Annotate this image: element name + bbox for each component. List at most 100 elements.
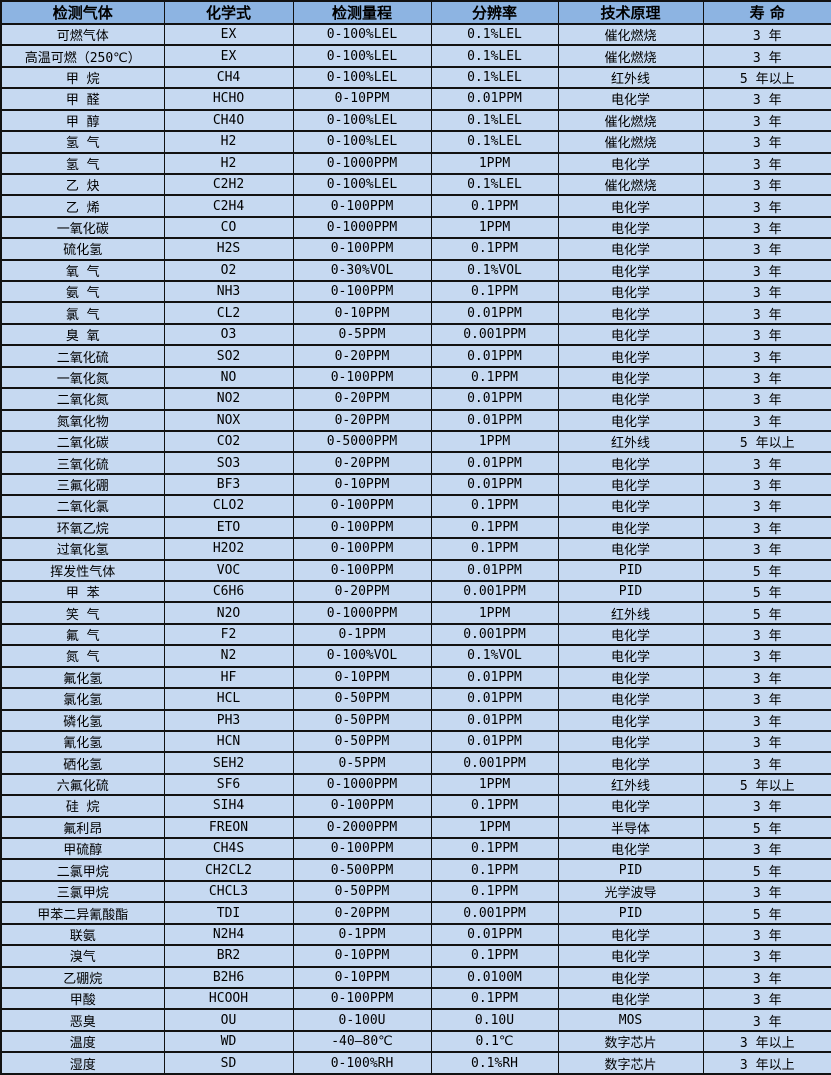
- lifespan-cell: 3 年: [702, 751, 831, 775]
- formula-cell: SO3: [163, 451, 294, 475]
- table-row: 甲 醛 HCHO 0-10PPM 0.01PPM 电化学 3 年: [0, 87, 831, 111]
- formula-cell: SF6: [163, 772, 294, 797]
- resolution-cell: 0.01PPM: [430, 472, 559, 497]
- table-row: 乙硼烷 B2H6 0-10PPM 0.0100M 电化学 3 年: [0, 965, 831, 990]
- gas-name-cell: 可燃气体: [0, 22, 165, 47]
- principle-cell: 电化学: [557, 237, 704, 261]
- formula-cell: N2: [163, 644, 294, 668]
- table-row: 二氧化碳 CO2 0-5000PPM 1PPM 红外线 5 年以上: [0, 429, 831, 454]
- principle-cell: 催化燃烧: [557, 172, 704, 197]
- formula-cell: HF: [163, 665, 294, 690]
- table-row: 氟 气 F2 0-1PPM 0.001PPM 电化学 3 年: [0, 622, 831, 647]
- table-row: 甲 苯 C6H6 0-20PPM 0.001PPM PID 5 年: [0, 579, 831, 604]
- resolution-cell: 0.1%VOL: [430, 258, 559, 283]
- resolution-cell: 0.001PPM: [430, 751, 559, 775]
- formula-cell: C2H2: [163, 172, 294, 197]
- resolution-cell: 0.10U: [430, 1008, 559, 1032]
- lifespan-cell: 5 年: [702, 579, 831, 604]
- formula-cell: H2: [163, 130, 294, 154]
- gas-name-cell: 氢 气: [0, 151, 165, 175]
- principle-cell: PID: [557, 558, 704, 582]
- gas-name-cell: 氯 气: [0, 301, 165, 325]
- resolution-cell: 0.01PPM: [430, 408, 559, 433]
- table-row: 湿度 SD 0-100%RH 0.1%RH 数字芯片 3 年以上: [0, 1051, 831, 1075]
- principle-cell: 电化学: [557, 729, 704, 754]
- resolution-cell: 1PPM: [430, 601, 559, 625]
- lifespan-cell: 3 年: [702, 172, 831, 197]
- resolution-cell: 0.001PPM: [430, 622, 559, 647]
- resolution-cell: 0.1℃: [430, 1029, 559, 1054]
- gas-name-cell: 甲 醇: [0, 108, 165, 133]
- principle-cell: 催化燃烧: [557, 130, 704, 154]
- principle-cell: 电化学: [557, 258, 704, 283]
- principle-cell: 电化学: [557, 537, 704, 561]
- resolution-cell: 0.1%LEL: [430, 130, 559, 154]
- formula-cell: SD: [163, 1051, 294, 1075]
- gas-name-cell: 三氟化硼: [0, 472, 165, 497]
- principle-cell: 电化学: [557, 365, 704, 390]
- gas-name-cell: 六氟化硫: [0, 772, 165, 797]
- principle-cell: 催化燃烧: [557, 22, 704, 47]
- principle-cell: 红外线: [557, 772, 704, 797]
- principle-cell: 电化学: [557, 622, 704, 647]
- lifespan-cell: 5 年以上: [702, 772, 831, 797]
- lifespan-cell: 5 年: [702, 601, 831, 625]
- table-row: 氧 气 O2 0-30%VOL 0.1%VOL 电化学 3 年: [0, 258, 831, 283]
- lifespan-cell: 3 年: [702, 708, 831, 732]
- range-cell: 0-100PPM: [292, 194, 432, 218]
- table-row: 磷化氢 PH3 0-50PPM 0.01PPM 电化学 3 年: [0, 708, 831, 732]
- resolution-cell: 0.1PPM: [430, 237, 559, 261]
- table-row: 氟化氢 HF 0-10PPM 0.01PPM 电化学 3 年: [0, 665, 831, 690]
- formula-cell: N2O: [163, 601, 294, 625]
- formula-cell: BR2: [163, 944, 294, 968]
- resolution-cell: 0.1PPM: [430, 944, 559, 968]
- resolution-cell: 0.1PPM: [430, 515, 559, 540]
- range-cell: 0-10PPM: [292, 944, 432, 968]
- resolution-cell: 0.1PPM: [430, 837, 559, 861]
- gas-name-cell: 二氧化硫: [0, 344, 165, 368]
- lifespan-cell: 3 年: [702, 322, 831, 347]
- formula-cell: NO: [163, 365, 294, 390]
- table-row: 氯 气 CL2 0-10PPM 0.01PPM 电化学 3 年: [0, 301, 831, 325]
- principle-cell: 数字芯片: [557, 1029, 704, 1054]
- col-header-range: 检测量程: [292, 0, 432, 25]
- lifespan-cell: 3 年: [702, 622, 831, 647]
- lifespan-cell: 3 年: [702, 344, 831, 368]
- gas-name-cell: 一氧化碳: [0, 215, 165, 240]
- range-cell: 0-1000PPM: [292, 151, 432, 175]
- principle-cell: 电化学: [557, 794, 704, 818]
- gas-name-cell: 乙 炔: [0, 172, 165, 197]
- table-body: 可燃气体 EX 0-100%LEL 0.1%LEL 催化燃烧 3 年高温可燃（250℃） E…: [0, 22, 831, 1075]
- gas-name-cell: 二氧化碳: [0, 429, 165, 454]
- formula-cell: CH4: [163, 65, 294, 90]
- range-cell: 0-20PPM: [292, 344, 432, 368]
- table-row: 三氯甲烷 CHCL3 0-50PPM 0.1PPM 光学波导 3 年: [0, 879, 831, 904]
- formula-cell: CLO2: [163, 494, 294, 518]
- gas-name-cell: 氰化氢: [0, 729, 165, 754]
- gas-name-cell: 二氧化氯: [0, 494, 165, 518]
- lifespan-cell: 3 年: [702, 515, 831, 540]
- principle-cell: 电化学: [557, 515, 704, 540]
- gas-name-cell: 氢 气: [0, 130, 165, 154]
- table-row: 甲 烷 CH4 0-100%LEL 0.1%LEL 红外线 5 年以上: [0, 65, 831, 90]
- gas-name-cell: 三氧化硫: [0, 451, 165, 475]
- lifespan-cell: 3 年: [702, 837, 831, 861]
- gas-name-cell: 乙硼烷: [0, 965, 165, 990]
- resolution-cell: 0.01PPM: [430, 665, 559, 690]
- range-cell: 0-50PPM: [292, 879, 432, 904]
- principle-cell: 红外线: [557, 65, 704, 90]
- lifespan-cell: 3 年: [702, 301, 831, 325]
- range-cell: 0-100PPM: [292, 365, 432, 390]
- gas-name-cell: 环氧乙烷: [0, 515, 165, 540]
- table-row: 二氧化硫 SO2 0-20PPM 0.01PPM 电化学 3 年: [0, 344, 831, 368]
- lifespan-cell: 3 年: [702, 87, 831, 111]
- resolution-cell: 0.1PPM: [430, 858, 559, 882]
- table-row: 甲酸 HCOOH 0-100PPM 0.1PPM 电化学 3 年: [0, 986, 831, 1011]
- range-cell: 0-1000PPM: [292, 772, 432, 797]
- resolution-cell: 0.1PPM: [430, 494, 559, 518]
- table-row: 三氧化硫 SO3 0-20PPM 0.01PPM 电化学 3 年: [0, 451, 831, 475]
- range-cell: 0-10PPM: [292, 472, 432, 497]
- principle-cell: 电化学: [557, 965, 704, 990]
- lifespan-cell: 3 年: [702, 194, 831, 218]
